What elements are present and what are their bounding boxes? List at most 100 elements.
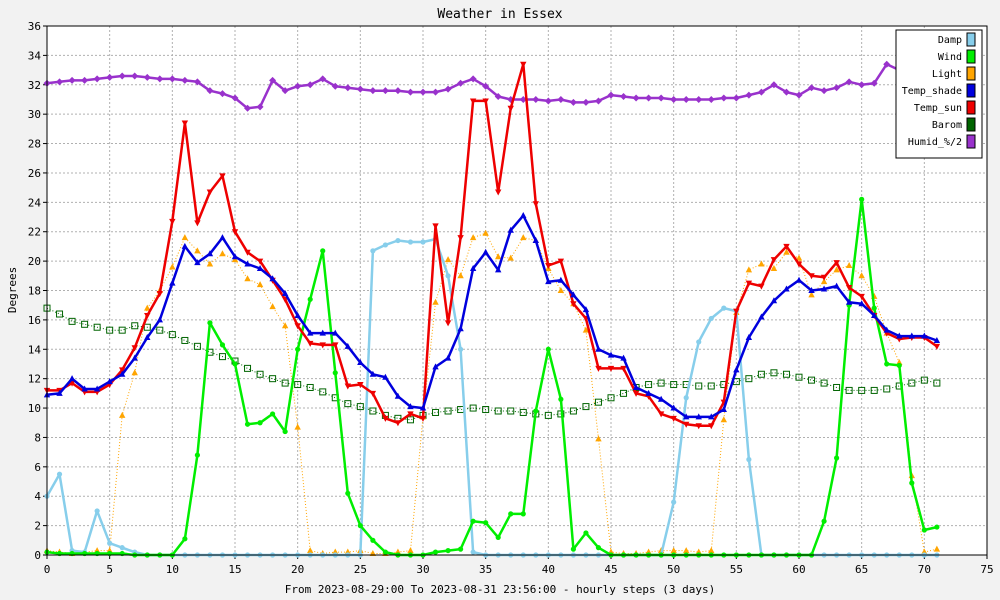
humid-2-point xyxy=(782,88,790,96)
barom-point xyxy=(306,383,314,391)
damp-point xyxy=(395,237,401,244)
temp-shade-point xyxy=(106,378,113,385)
light-point xyxy=(256,281,264,288)
temp-sun-point xyxy=(144,312,151,319)
humid-2-point xyxy=(106,73,114,81)
temp-shade-point xyxy=(56,389,63,396)
humid-2-point xyxy=(131,72,139,80)
y-tick-label: 34 xyxy=(28,49,42,62)
temp-shade-point xyxy=(294,311,301,318)
humid-2-point xyxy=(833,84,841,92)
damp-point xyxy=(382,242,388,248)
barom-point xyxy=(607,394,615,402)
temp-shade-point xyxy=(620,354,627,361)
x-tick-label: 60 xyxy=(792,563,805,576)
temp-shade-point xyxy=(921,332,928,339)
wind-point xyxy=(370,537,376,543)
plot-frame xyxy=(46,25,988,556)
light-point xyxy=(269,303,276,310)
x-tick-label: 70 xyxy=(918,563,931,576)
y-tick-label: 4 xyxy=(34,490,41,503)
barom-point xyxy=(519,408,527,416)
humid-2-point xyxy=(682,95,690,103)
series-barom xyxy=(43,304,941,424)
temp-shade-point xyxy=(695,413,702,420)
temp-shade-point xyxy=(357,359,364,366)
barom-point xyxy=(933,379,941,387)
humid-2-point xyxy=(394,87,402,95)
wind-point xyxy=(821,518,827,524)
temp-shade-point xyxy=(683,413,690,420)
temp-shade-point xyxy=(783,285,790,292)
light-point xyxy=(720,416,727,423)
y-tick-label: 28 xyxy=(28,138,41,151)
temp-sun-point xyxy=(733,308,740,315)
temp-sun-point xyxy=(156,290,163,297)
x-tick-label: 35 xyxy=(479,563,492,576)
light-point xyxy=(745,266,753,273)
temp-sun-point xyxy=(119,367,126,374)
light-point xyxy=(557,287,565,293)
humid-2-point xyxy=(808,84,816,92)
light-point xyxy=(131,369,138,376)
wind-point xyxy=(345,490,351,496)
humid-2-point xyxy=(331,82,339,90)
wind-point xyxy=(884,361,890,367)
humid-2-point xyxy=(369,87,377,95)
temp-sun-point xyxy=(495,189,502,196)
temp-sun-point xyxy=(419,415,427,422)
damp-point xyxy=(445,273,451,279)
y-tick-label: 10 xyxy=(28,402,41,415)
wind-point xyxy=(508,511,514,517)
light-point xyxy=(119,411,126,418)
legend-label-humid-2: Humid_%/2 xyxy=(908,137,962,148)
barom-point xyxy=(757,370,765,378)
humid-2-point xyxy=(381,87,389,95)
barom-point xyxy=(244,364,252,372)
barom-point xyxy=(795,373,803,381)
humid-2-point xyxy=(319,75,327,83)
wind-point xyxy=(219,342,226,348)
light-point xyxy=(933,545,941,552)
y-tick-label: 14 xyxy=(28,343,42,356)
temp-sun-point xyxy=(244,249,251,256)
humid-2-point xyxy=(193,78,201,86)
humid-2-point xyxy=(519,95,527,103)
barom-point xyxy=(56,310,64,318)
humid-2-point xyxy=(156,75,164,83)
barom-point xyxy=(820,379,828,387)
legend-swatch-humid-2 xyxy=(966,134,976,149)
wind-point xyxy=(244,421,251,427)
barom-point xyxy=(118,326,126,334)
damp-point xyxy=(420,239,426,245)
x-tick-label: 10 xyxy=(166,563,179,576)
temp-shade-point xyxy=(820,285,828,292)
wind-point xyxy=(871,305,877,311)
barom-point xyxy=(218,353,226,361)
humid-2-point xyxy=(883,60,891,68)
barom-point xyxy=(106,326,114,334)
temp-shade-point xyxy=(708,413,715,420)
wind-point xyxy=(282,428,288,435)
humid-2-point xyxy=(56,78,64,86)
temp-sun-point xyxy=(632,390,640,397)
temp-shade-point xyxy=(194,259,201,266)
humid-2-point xyxy=(406,88,414,96)
light-point xyxy=(444,256,452,263)
temp-shade-point xyxy=(745,334,753,341)
barom-point xyxy=(269,375,277,383)
barom-point xyxy=(193,342,201,350)
humid-2-point xyxy=(795,91,803,99)
wind-point xyxy=(495,534,501,540)
temp-shade-point xyxy=(883,326,890,333)
barom-point xyxy=(444,407,452,415)
temp-sun-point xyxy=(357,382,364,389)
temp-sun-point xyxy=(432,223,439,230)
humid-2-point xyxy=(544,97,552,105)
temp-shade-point xyxy=(419,404,427,411)
humid-2-point xyxy=(670,95,678,103)
damp-point xyxy=(407,239,414,245)
wind-point xyxy=(295,346,301,352)
light-point xyxy=(758,260,765,267)
temp-shade-point xyxy=(269,275,276,282)
